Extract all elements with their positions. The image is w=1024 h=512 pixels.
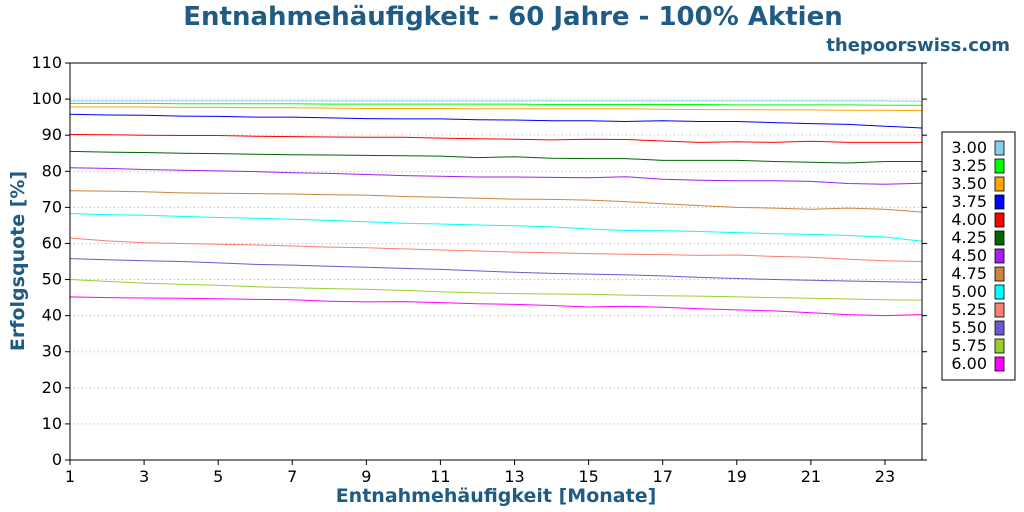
series-line-6.00 <box>69 296 923 317</box>
series-line-4.25 <box>69 150 922 164</box>
legend-label: 4.75 <box>951 264 987 283</box>
legend-swatch <box>994 284 1005 300</box>
y-tick-label: 20 <box>42 378 62 397</box>
x-tick-label: 11 <box>430 467 450 486</box>
chart-subtitle: thepoorswiss.com <box>826 35 1010 56</box>
x-tick-label: 19 <box>727 467 747 486</box>
legend-swatch <box>994 176 1005 192</box>
series-line-4.50 <box>69 167 923 185</box>
legend-swatch <box>994 320 1005 336</box>
legend-label: 5.25 <box>951 300 987 319</box>
legend-swatch <box>994 212 1005 228</box>
legend-label: 5.75 <box>951 336 987 355</box>
x-tick-label: 15 <box>578 467 598 486</box>
legend-label: 3.75 <box>951 192 987 211</box>
y-tick-label: 90 <box>42 125 62 144</box>
legend-label: 4.00 <box>951 210 987 229</box>
y-axis-label: Erfolgsquote [%] <box>7 171 29 351</box>
x-axis-ticks: 1 3 5 7 9 11 13 15 17 19 21 23 <box>65 460 895 486</box>
x-tick-label: 13 <box>504 467 524 486</box>
series-line-5.75 <box>69 279 923 301</box>
series-line-5.00 <box>69 213 923 242</box>
legend-label: 5.00 <box>951 282 987 301</box>
y-tick-label: 70 <box>42 197 62 216</box>
series-line-5.25 <box>69 237 923 262</box>
y-tick-label: 40 <box>42 306 62 325</box>
x-tick-label: 5 <box>213 467 223 486</box>
y-tick-label: 110 <box>31 53 62 72</box>
x-axis-label: Entnahmehäufigkeit [Monate] <box>336 485 657 507</box>
legend-swatch <box>994 248 1005 264</box>
y-tick-label: 80 <box>42 161 62 180</box>
legend-label: 5.50 <box>951 318 987 337</box>
x-tick-label: 21 <box>801 467 821 486</box>
y-axis-ticks: 0 10 20 30 40 50 60 70 80 90 100 110 <box>31 53 927 469</box>
series-line-3.75 <box>69 113 923 129</box>
x-tick-label: 17 <box>653 467 673 486</box>
legend-swatch <box>994 302 1005 318</box>
series-line-5.50 <box>69 258 923 283</box>
series-lines <box>69 100 923 317</box>
legend-swatch <box>994 158 1005 174</box>
legend-label: 3.50 <box>951 174 987 193</box>
x-tick-label: 1 <box>65 467 75 486</box>
legend-label: 3.00 <box>951 138 987 157</box>
series-line-4.00 <box>69 134 922 143</box>
legend: 3.003.253.503.754.004.254.504.755.005.25… <box>941 131 1016 381</box>
y-tick-label: 50 <box>42 270 62 289</box>
legend-swatch <box>994 266 1005 282</box>
y-tick-label: 60 <box>42 233 62 252</box>
y-tick-label: 30 <box>42 342 62 361</box>
y-tick-label: 10 <box>42 414 62 433</box>
x-tick-label: 3 <box>139 467 149 486</box>
plot-frame <box>69 62 923 461</box>
legend-swatch <box>994 338 1005 354</box>
x-tick-label: 23 <box>875 467 895 486</box>
x-tick-label: 9 <box>361 467 371 486</box>
x-tick-label: 7 <box>287 467 297 486</box>
legend-swatch <box>994 194 1005 210</box>
legend-label: 3.25 <box>951 156 987 175</box>
series-line-3.50 <box>70 106 923 112</box>
y-tick-label: 100 <box>31 89 62 108</box>
legend-label: 6.00 <box>951 354 987 373</box>
legend-label: 4.50 <box>951 246 987 265</box>
legend-swatch <box>994 140 1005 156</box>
y-tick-label: 0 <box>52 450 62 469</box>
series-line-4.75 <box>69 190 923 213</box>
series-line-3.25 <box>70 102 922 106</box>
chart-title: Entnahmehäufigkeit - 60 Jahre - 100% Akt… <box>183 2 842 32</box>
legend-swatch <box>994 230 1005 246</box>
gridlines <box>70 98 922 425</box>
legend-label: 4.25 <box>951 228 987 247</box>
legend-swatch <box>994 356 1005 372</box>
